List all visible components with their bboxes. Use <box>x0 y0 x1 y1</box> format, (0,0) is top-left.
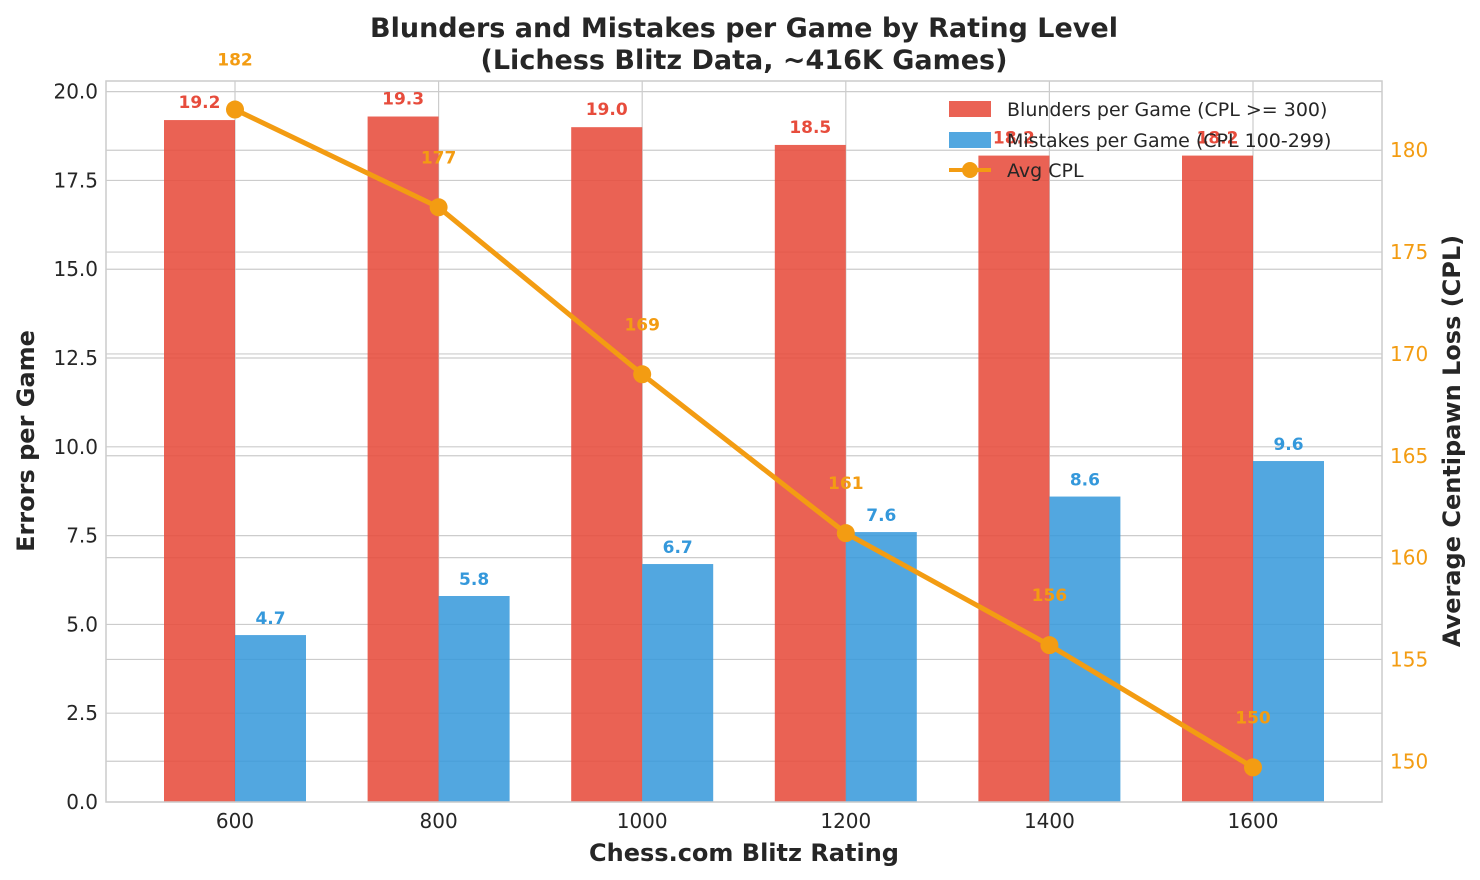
y2-tick-label: 170 <box>1390 342 1428 366</box>
mistakes-value-label: 9.6 <box>1273 435 1303 455</box>
blunders-value-label: 19.0 <box>586 100 628 120</box>
legend-label-blunders: Blunders per Game (CPL >= 300) <box>1007 99 1327 121</box>
plot-frame <box>105 80 1383 803</box>
mistakes-value-label: 8.6 <box>1070 471 1100 491</box>
y2-tick-label: 150 <box>1390 749 1428 773</box>
chart-title: Blunders and Mistakes per Game by Rating… <box>370 13 1118 44</box>
y-tick-label: 15.0 <box>53 257 98 281</box>
cpl-point <box>836 524 855 543</box>
cpl-value-label: 156 <box>1032 586 1068 606</box>
legend-label-cpl: Avg CPL <box>1007 160 1084 182</box>
x-tick-label: 1600 <box>1228 809 1279 833</box>
cpl-point <box>429 198 448 217</box>
mistakes-value-label: 6.7 <box>663 538 693 558</box>
blunders-bar <box>367 116 439 803</box>
y2-tick-label: 165 <box>1390 444 1428 468</box>
axes: 0.0 2.5 5.0 7.5 10.0 12.5 15.0 17.5 20.0 150 155 16… <box>53 80 1428 833</box>
legend: Blunders per Game (CPL >= 300) Mistakes … <box>949 99 1331 182</box>
legend-label-mistakes: Mistakes per Game (CPL 100-299) <box>1007 130 1331 152</box>
mistakes-value-label: 5.8 <box>459 570 489 590</box>
mistakes-bar <box>845 532 917 802</box>
blunders-bar <box>164 120 235 802</box>
y-tick-label: 12.5 <box>53 346 98 370</box>
blunders-value-label: 19.2 <box>179 93 221 113</box>
x-tick-label: 1000 <box>617 809 668 833</box>
mistakes-bar <box>1253 461 1324 802</box>
x-tick-label: 1200 <box>820 809 871 833</box>
cpl-polyline <box>233 107 1255 770</box>
x-tick-label: 800 <box>420 809 458 833</box>
y2-tick-label: 180 <box>1390 138 1428 162</box>
blunders-value-label: 18.5 <box>789 118 831 138</box>
y-tick-label: 2.5 <box>66 701 98 725</box>
mistakes-bar <box>642 564 714 802</box>
mistakes-bar <box>235 635 306 802</box>
blunders-value-label: 18.2 <box>993 129 1035 149</box>
y-tick-label: 10.0 <box>53 435 98 459</box>
x-tick-label: 1400 <box>1024 809 1075 833</box>
cpl-value-label: 177 <box>421 148 457 168</box>
data-labels: 19.2 19.3 19.0 18.5 18.2 18.2 4.7 5.8 6.7 7.6 8.6 9… <box>179 51 1304 729</box>
cpl-line <box>226 100 1262 777</box>
legend-marker-cpl <box>962 162 978 178</box>
y2-tick-label: 155 <box>1390 647 1428 671</box>
cpl-point <box>226 100 244 119</box>
y2-axis-label: Average Centipawn Loss (CPL) <box>1438 235 1466 647</box>
y-tick-label: 20.0 <box>53 80 98 104</box>
bars <box>164 116 1324 803</box>
blunders-value-label: 19.3 <box>382 90 424 110</box>
cpl-value-label: 150 <box>1235 708 1271 728</box>
y-tick-label: 7.5 <box>66 524 98 548</box>
y-tick-label: 17.5 <box>53 168 98 192</box>
blunders-bar <box>774 144 846 802</box>
y-axis-label: Errors per Game <box>12 330 40 552</box>
cpl-point <box>1040 636 1059 655</box>
mistakes-bar <box>438 596 510 802</box>
blunders-value-label: 18.2 <box>1197 129 1239 149</box>
cpl-value-label: 169 <box>624 315 660 335</box>
x-axis-label: Chess.com Blitz Rating <box>589 839 899 867</box>
mistakes-value-label: 4.7 <box>255 609 285 629</box>
mistakes-value-label: 7.6 <box>866 506 896 526</box>
legend-swatch-blunders <box>949 101 991 117</box>
cpl-value-label: 161 <box>828 474 864 494</box>
blunders-bar <box>1182 155 1253 803</box>
legend-swatch-mistakes <box>949 132 991 148</box>
x-tick-label: 600 <box>216 809 254 833</box>
cpl-value-label: 182 <box>217 51 253 71</box>
blunders-bar <box>978 155 1050 803</box>
blunders-bar <box>571 127 643 802</box>
y2-tick-label: 175 <box>1390 240 1428 264</box>
cpl-point <box>1244 758 1262 777</box>
mistakes-bar <box>1049 496 1121 802</box>
y-tick-label: 5.0 <box>66 612 98 636</box>
chart-subtitle: (Lichess Blitz Data, ~416K Games) <box>481 45 1008 76</box>
y-tick-label: 0.0 <box>66 790 98 814</box>
cpl-point <box>633 365 652 384</box>
y2-tick-label: 160 <box>1390 546 1428 570</box>
